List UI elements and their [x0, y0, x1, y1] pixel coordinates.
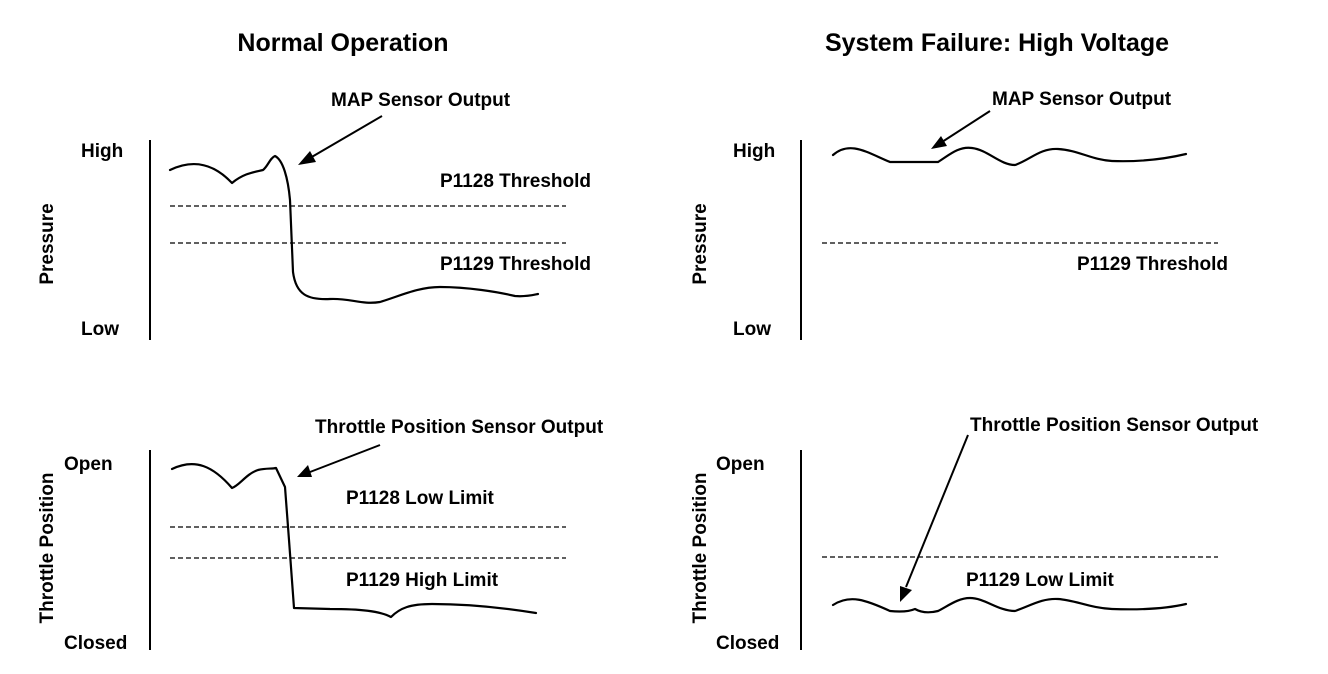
right-title: System Failure: High Voltage: [825, 29, 1169, 57]
left-map-output-arrowhead: [298, 151, 316, 165]
right-p1129-low-limit-label: P1129 Low Limit: [966, 570, 1114, 591]
left-throttle-closed-label: Closed: [64, 633, 127, 654]
left-p1129-threshold-label: P1129 Threshold: [440, 254, 591, 275]
right-tps-output-arrow: [905, 434, 969, 588]
left-p1129-high-limit-label: P1129 High Limit: [346, 570, 499, 591]
left-throttle-open-label: Open: [64, 454, 113, 475]
right-throttle-panel: Throttle Position Open Closed Throttle P…: [690, 415, 1259, 654]
right-map-output-arrowhead: [931, 136, 947, 149]
left-pressure-panel: Pressure High Low MAP Sensor Output P112…: [37, 90, 591, 340]
right-throttle-closed-label: Closed: [716, 633, 779, 654]
right-map-sensor-curve: [831, 146, 1188, 167]
left-map-output-arrow: [309, 115, 383, 159]
left-tps-output-arrowhead: [297, 465, 312, 477]
left-map-sensor-curve: [168, 154, 540, 304]
right-p1129-threshold-label: P1129 Threshold: [1077, 254, 1228, 275]
right-map-output-arrow: [941, 110, 991, 143]
left-title: Normal Operation: [237, 29, 448, 57]
right-pressure-panel: Pressure High Low MAP Sensor Output P112…: [690, 89, 1228, 340]
right-tps-sensor-curve: [831, 596, 1188, 614]
right-pressure-high-label: High: [733, 141, 775, 162]
left-tps-output-label: Throttle Position Sensor Output: [315, 417, 604, 438]
right-pressure-low-label: Low: [733, 319, 771, 340]
left-tps-sensor-curve: [170, 463, 538, 619]
right-pressure-axis-label: Pressure: [690, 203, 711, 284]
left-p1128-low-limit-label: P1128 Low Limit: [346, 488, 494, 509]
left-p1128-threshold-label: P1128 Threshold: [440, 171, 591, 192]
right-map-output-label: MAP Sensor Output: [992, 89, 1172, 110]
left-map-output-label: MAP Sensor Output: [331, 90, 511, 111]
left-throttle-axis-label: Throttle Position: [37, 473, 58, 624]
left-pressure-low-label: Low: [81, 319, 119, 340]
left-tps-output-arrow: [309, 444, 381, 473]
left-pressure-high-label: High: [81, 141, 123, 162]
right-tps-output-arrowhead: [900, 586, 912, 602]
left-throttle-panel: Throttle Position Open Closed Throttle P…: [37, 417, 604, 654]
right-throttle-axis-label: Throttle Position: [690, 473, 711, 624]
right-throttle-open-label: Open: [716, 454, 765, 475]
right-tps-output-label: Throttle Position Sensor Output: [970, 415, 1259, 436]
left-pressure-axis-label: Pressure: [37, 203, 58, 284]
